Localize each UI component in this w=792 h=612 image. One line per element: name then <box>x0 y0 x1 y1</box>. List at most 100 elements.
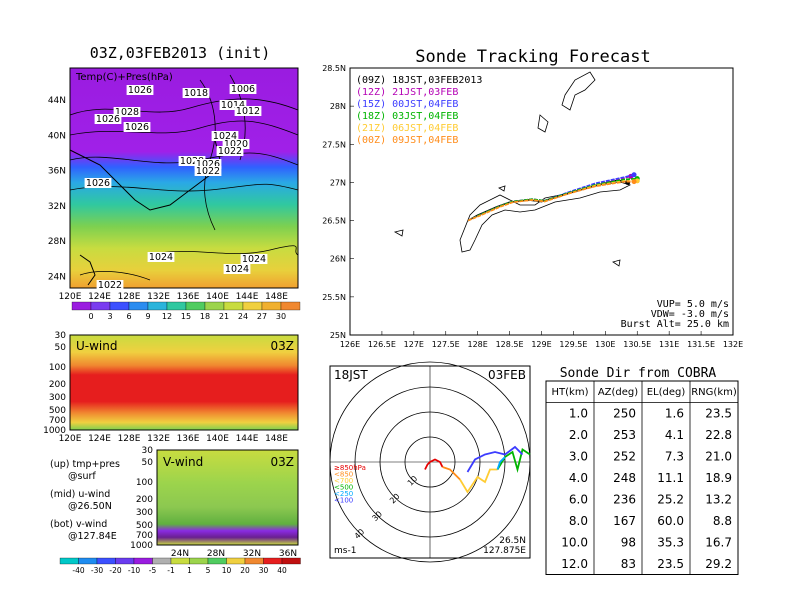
table-cell: 98 <box>621 536 636 550</box>
uwind-lon-ticks: 120E 124E 128E 132E 136E 140E 144E 148E <box>59 434 289 444</box>
island <box>561 71 596 111</box>
table-cell: 167 <box>613 514 636 528</box>
burst-point <box>631 179 637 185</box>
hodo-unit: ms-1 <box>334 546 356 556</box>
pressure-label-bg <box>223 264 251 274</box>
table-cell: 4.0 <box>569 471 588 485</box>
lon-tick: 130E <box>595 340 615 349</box>
lat-tick: 32N <box>243 549 261 559</box>
colorbar-swatch <box>261 301 282 311</box>
lon-tick: 129E <box>531 340 551 349</box>
hodo-legend-entry: ≥850hPa <box>334 464 366 472</box>
pressure-label-bg <box>147 252 175 262</box>
hodo-legend-entry: <250 <box>334 490 353 498</box>
lon-tick: 127E <box>404 340 424 349</box>
lat-tick: 36N <box>48 167 66 177</box>
lat-tick: 28.5N <box>322 64 346 73</box>
table-cell: 29.2 <box>705 557 732 571</box>
temp-colorbar: 0 3 6 9 12 15 18 21 24 27 30 <box>71 301 301 321</box>
lat-tick: 40N <box>48 131 66 141</box>
lat-tick: 28N <box>207 549 225 559</box>
lon-tick: 136E <box>177 434 200 444</box>
left-title: 03Z,03FEB2013 (init) <box>90 44 271 62</box>
table-cell: 60.0 <box>657 514 684 528</box>
lat-tick: 44N <box>48 96 66 106</box>
vwind-field <box>156 449 299 546</box>
table-cell: 23.5 <box>657 557 684 571</box>
lon-tick: 120E <box>59 434 82 444</box>
temp-map-lat-ticks: 44N 40N 36N 32N 28N 24N <box>48 96 66 283</box>
hodo-line <box>424 458 444 470</box>
hodo-line <box>459 468 498 494</box>
pressure-label-bg <box>240 254 268 264</box>
colorbar-label: 3 <box>107 312 112 321</box>
pressure-label-bg <box>123 122 151 132</box>
colorbar-swatch <box>147 301 168 311</box>
colorbar-swatch <box>223 301 244 311</box>
pressure-label: 1024 <box>213 131 237 142</box>
lat-tick: 25N <box>330 331 346 340</box>
colorbar-label: 10 <box>222 566 232 575</box>
pressure-label-bg <box>216 146 244 156</box>
lon-tick: 128E <box>118 292 141 302</box>
level-tick: 700 <box>136 531 153 541</box>
pressure-label: 1018 <box>184 88 208 99</box>
level-tick: 30 <box>142 446 154 456</box>
pressure-label: 1026 <box>128 85 152 96</box>
pressure-label: 1028 <box>115 107 139 118</box>
hodo-lines <box>424 445 531 494</box>
island <box>537 114 549 133</box>
colorbar-swatch <box>115 557 135 565</box>
table-title: Sonde Dir from COBRA <box>560 366 717 381</box>
level-tick: 200 <box>136 495 153 505</box>
vwind-lat-ticks: 24N 28N 32N 36N <box>171 549 297 559</box>
hodo-line <box>496 456 506 470</box>
table-cell: 252 <box>613 450 636 464</box>
temp-map: Temp(C)+Pres(hPa) 1026 1018 10061028101410… <box>48 67 299 302</box>
colorbar-swatch <box>96 557 116 565</box>
lon-tick: 130.5E <box>623 340 651 349</box>
colorbar-swatch <box>204 301 225 311</box>
pressure-label: 1024 <box>225 264 249 275</box>
colorbar-swatch <box>152 557 172 565</box>
table-cell: 23.5 <box>705 407 732 421</box>
legend-entry: (09Z) 18JST,03FEB2013 <box>356 75 482 86</box>
pressure-label: 1022 <box>218 146 242 157</box>
isobar <box>69 98 299 116</box>
lon-tick: 124E <box>88 292 111 302</box>
lon-tick: 128E <box>468 340 488 349</box>
legend-entry: (15Z) 00JST,04FEB <box>356 99 458 110</box>
colorbar-swatch <box>78 557 98 565</box>
table-cell: 253 <box>613 428 636 442</box>
lon-tick: 132E <box>723 340 743 349</box>
colorbar-label: 15 <box>181 312 191 321</box>
lon-tick: 148E <box>265 292 288 302</box>
level-tick: 500 <box>136 521 153 531</box>
table-cell: 1.0 <box>569 407 588 421</box>
colorbar-label: -20 <box>109 566 121 575</box>
track-line <box>467 180 635 222</box>
lat-tick: 24N <box>171 549 189 559</box>
table-cell: 248 <box>613 471 636 485</box>
lon-tick: 131.5E <box>687 340 715 349</box>
panel-notes: (up) tmp+pres@surf (mid) u-wind@26.50N (bo… <box>50 459 120 542</box>
legend-entry: (21Z) 06JST,04FEB <box>356 123 458 134</box>
pressure-label-bg <box>219 100 247 110</box>
colorbar-label: -5 <box>149 566 157 575</box>
colorbar-swatch <box>90 301 111 311</box>
lat-tick: 28N <box>48 237 66 247</box>
colorbar-swatch <box>133 557 153 565</box>
level-tick: 50 <box>142 458 154 468</box>
note-line: (bot) v-wind <box>50 519 107 530</box>
colorbar-swatch <box>281 557 301 565</box>
pressure-label-bg <box>182 88 210 98</box>
table-cell: 4.1 <box>665 428 684 442</box>
pressure-label-bg <box>194 159 222 169</box>
pressure-label: 1028 <box>180 156 204 167</box>
lon-tick: 126E <box>340 340 360 349</box>
pressure-label-bg <box>194 166 222 176</box>
